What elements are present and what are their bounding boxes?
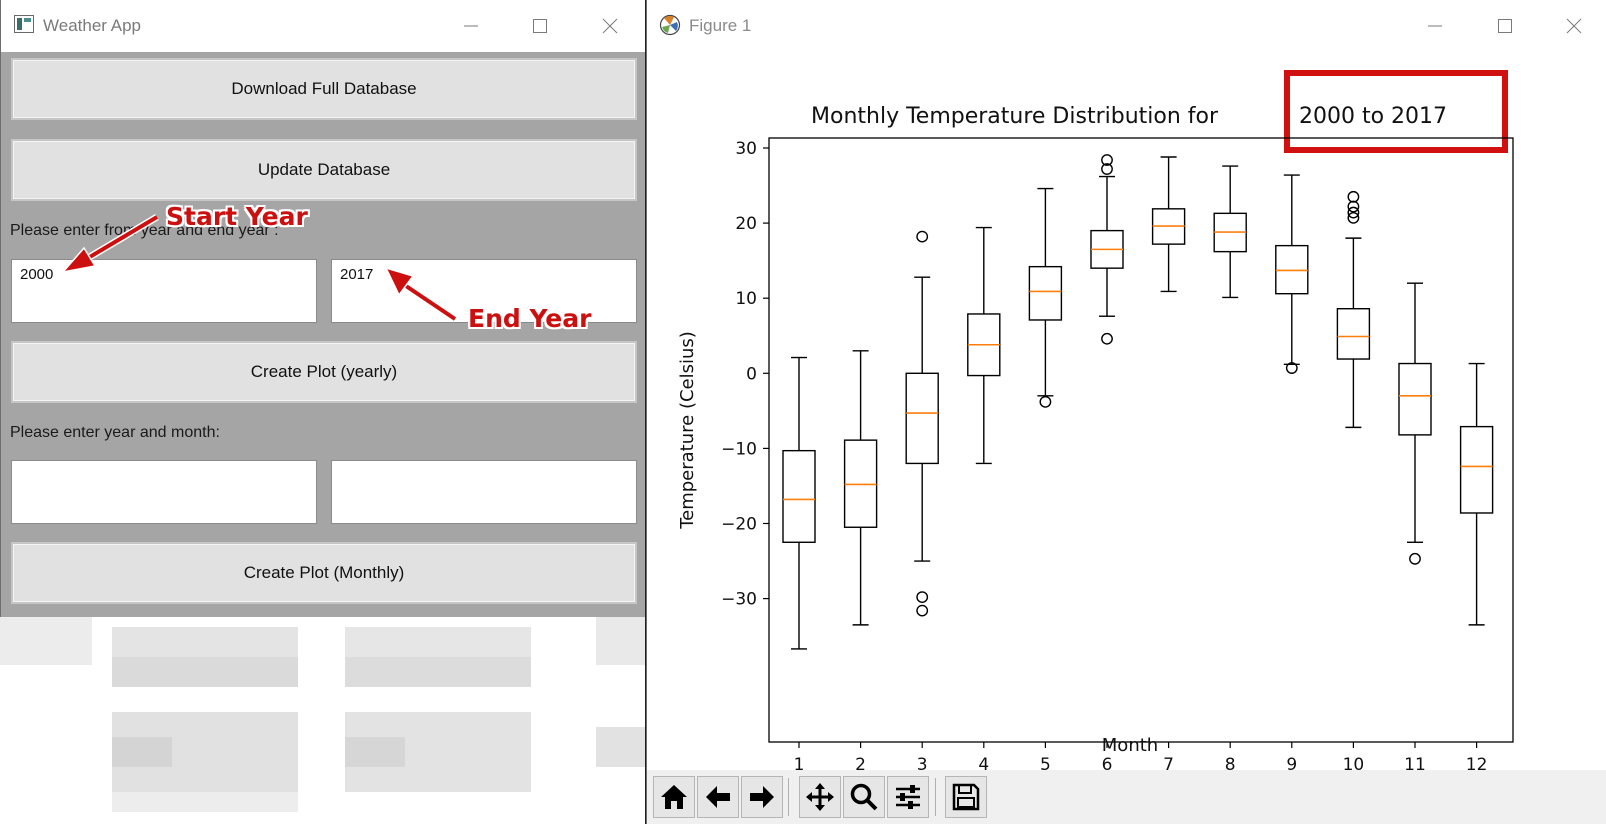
x-tick-label: 1 — [794, 755, 805, 770]
maximize-icon[interactable] — [517, 10, 563, 42]
outlier-point — [916, 230, 929, 243]
annotation-arrows — [61, 213, 457, 322]
outlier-point — [1101, 332, 1113, 345]
box-iqr — [1028, 265, 1063, 321]
y-axis-label: Temperature (Celsius) — [677, 331, 698, 530]
box-month-3 — [905, 230, 939, 617]
start-year-annotation: Start Year — [166, 202, 308, 231]
zoom-icon[interactable] — [843, 776, 885, 818]
app-icon — [14, 15, 34, 33]
x-tick-label: 6 — [1102, 755, 1113, 770]
box-month-8 — [1213, 165, 1247, 299]
box-month-12 — [1459, 362, 1494, 626]
chart-title-years: 2000 to 2017 — [1299, 104, 1447, 129]
create-plot-yearly-button[interactable]: Create Plot (yearly) — [11, 341, 637, 403]
x-tick-label: 7 — [1163, 755, 1174, 770]
download-full-database-button[interactable]: Download Full Database — [11, 58, 637, 120]
box-iqr — [1398, 362, 1432, 436]
outlier-point — [1285, 362, 1298, 374]
weather-app-titlebar: Weather App — [1, 0, 645, 52]
x-tick-label: 5 — [1040, 755, 1051, 770]
outlier-point — [1347, 206, 1360, 219]
outlier-point — [1039, 395, 1052, 408]
chart-title: Monthly Temperature Distribution for — [811, 104, 1219, 129]
box-month-11 — [1398, 282, 1432, 565]
window-title: Weather App — [43, 16, 141, 35]
y-tick-label: −20 — [721, 515, 757, 535]
back-arrow-icon[interactable] — [697, 776, 739, 818]
y-tick-label: 20 — [735, 214, 757, 234]
weather-app-window: Weather App Download Full Database Updat… — [0, 0, 645, 617]
month-input[interactable] — [331, 460, 637, 524]
y-tick-label: 10 — [735, 289, 757, 309]
x-tick-label: 11 — [1404, 755, 1426, 770]
x-tick-label: 2 — [855, 755, 866, 770]
close-icon[interactable] — [1551, 10, 1597, 42]
figure-window: Figure 1 Monthly Temperature Distributio… — [646, 0, 1606, 824]
box-month-10 — [1336, 190, 1371, 429]
maximize-icon[interactable] — [1482, 10, 1528, 42]
start-year-input[interactable]: 2000 — [11, 259, 317, 323]
minimize-icon[interactable] — [448, 10, 494, 42]
box-month-5 — [1028, 187, 1063, 408]
box-iqr — [905, 372, 939, 465]
outlier-point — [1101, 163, 1113, 175]
x-tick-label: 3 — [917, 755, 928, 770]
x-tick-label: 12 — [1466, 755, 1488, 770]
forward-arrow-icon[interactable] — [741, 776, 783, 818]
x-tick-label: 8 — [1225, 755, 1236, 770]
year-month-label: Please enter year and month: — [10, 424, 220, 441]
box-iqr — [1336, 308, 1371, 360]
configure-icon[interactable] — [887, 776, 929, 818]
y-tick-label: −30 — [721, 590, 757, 610]
year-input[interactable] — [11, 460, 317, 524]
box-month-4 — [967, 226, 1001, 465]
minimize-icon[interactable] — [1412, 10, 1458, 42]
close-icon[interactable] — [587, 10, 633, 42]
box-month-9 — [1275, 174, 1309, 374]
home-icon[interactable] — [653, 776, 695, 818]
x-tick-label: 4 — [978, 755, 989, 770]
box-month-1 — [782, 356, 816, 650]
x-axis-label: Month — [1102, 735, 1158, 756]
pixelated-region — [0, 617, 645, 824]
plot-area — [768, 137, 1514, 743]
box-iqr — [782, 449, 816, 543]
box-month-6 — [1090, 154, 1124, 345]
update-database-button[interactable]: Update Database — [11, 139, 637, 201]
figure-titlebar: Figure 1 — [647, 0, 1606, 52]
box-month-2 — [843, 350, 878, 626]
figure-icon — [659, 14, 681, 36]
outlier-point — [916, 591, 929, 603]
outlier-point — [1101, 154, 1113, 166]
outlier-point — [916, 604, 929, 617]
end-year-annotation: End Year — [468, 304, 592, 333]
figure-toolbar — [647, 770, 1606, 824]
create-plot-monthly-button[interactable]: Create Plot (Monthly) — [11, 542, 637, 604]
box-iqr — [1459, 425, 1494, 514]
outlier-point — [1347, 200, 1360, 213]
boxplot-chart: Monthly Temperature Distribution for 200… — [677, 70, 1514, 770]
x-tick-label: 9 — [1286, 755, 1297, 770]
outlier-point — [1409, 552, 1421, 565]
pan-icon[interactable] — [799, 776, 841, 818]
end-year-input[interactable]: 2017 — [331, 259, 637, 323]
box-month-7 — [1151, 156, 1186, 293]
start-year-arrow — [61, 213, 159, 274]
save-icon[interactable] — [945, 776, 987, 818]
year-range-label: Please enter from year and end year : — [10, 222, 279, 239]
figure-title: Figure 1 — [689, 16, 752, 35]
title-highlight-box — [1284, 70, 1508, 153]
y-tick-label: 0 — [746, 364, 757, 384]
y-tick-label: 30 — [735, 139, 757, 159]
end-year-arrow — [384, 266, 457, 322]
outlier-point — [1347, 211, 1360, 224]
y-tick-label: −10 — [721, 439, 757, 459]
x-tick-label: 10 — [1343, 755, 1365, 770]
outlier-point — [1347, 190, 1360, 203]
